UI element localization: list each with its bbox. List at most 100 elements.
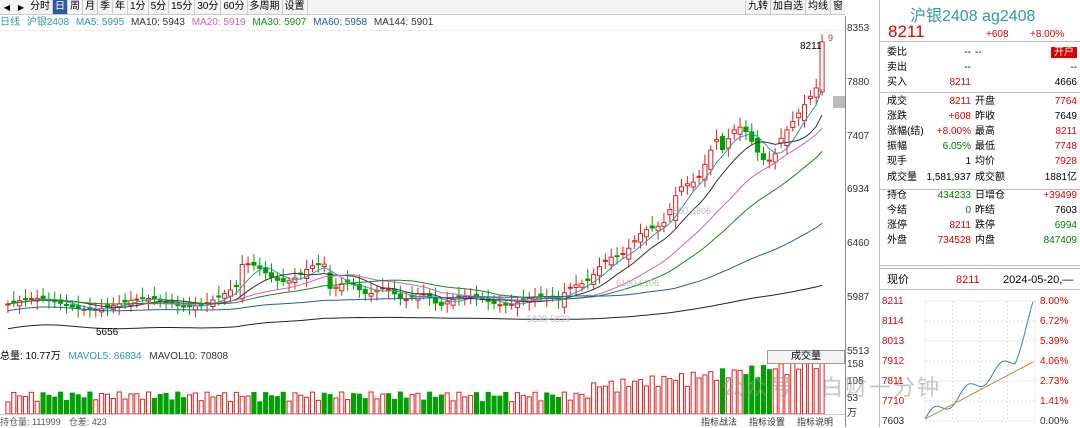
volume-bar <box>397 391 403 414</box>
period-tab[interactable]: 周 <box>68 0 83 14</box>
quote-label: 振幅 <box>887 141 907 153</box>
price-pct: +8.00% <box>1030 29 1065 40</box>
period-tab[interactable]: 15分 <box>169 0 196 14</box>
period-tab[interactable]: 5分 <box>149 0 170 14</box>
candle <box>280 277 286 283</box>
chart-footer: 持仓量: 111999 仓差: 423 指标战法 指标设置 指标说明 <box>0 414 845 427</box>
candle <box>257 265 263 269</box>
volume-bar <box>714 379 720 414</box>
y-tick: 7880 <box>847 77 870 88</box>
volume-bar <box>169 399 175 414</box>
indicator-button[interactable]: 指标设置 <box>748 417 785 427</box>
tool-button[interactable]: 窗 <box>830 0 845 14</box>
volume-bar <box>333 397 339 414</box>
quote-label: 成交量 <box>887 171 917 183</box>
candle <box>731 129 737 135</box>
period-tab[interactable]: 日 <box>53 0 68 14</box>
volume-bar <box>573 392 579 414</box>
candle <box>286 280 292 284</box>
indicator-button[interactable]: 指标说明 <box>796 417 833 427</box>
open-interest: 持仓量: 111999 <box>0 416 61 427</box>
volume-bar <box>251 391 257 414</box>
low-price-label: 5656 <box>96 327 119 338</box>
ma30-label: MA30: 5907 <box>252 17 307 28</box>
candle <box>181 305 187 308</box>
mavol10-label: MAVOL10: 70808 <box>149 351 229 362</box>
period-tab[interactable]: 设置 <box>283 0 308 14</box>
volume-bar <box>286 400 292 414</box>
period-tab[interactable]: 30分 <box>195 0 222 14</box>
quote-label: 最高 <box>975 126 995 137</box>
volume-bar <box>661 375 667 414</box>
range-label: 5838-5839 <box>527 314 570 324</box>
volume-bar <box>673 379 679 414</box>
volume-bar <box>304 396 310 414</box>
prev-arrow-icon[interactable]: ◀ <box>3 2 11 12</box>
candle <box>222 293 228 299</box>
volume-bar <box>5 401 11 414</box>
quote-value: 7748 <box>1054 141 1077 153</box>
quote-row: 委比 -- -- 开户 <box>880 46 1080 59</box>
volume-bar <box>157 393 163 414</box>
mini-pct-tick: 6.72% <box>1040 316 1068 327</box>
period-tab[interactable]: 分时 <box>28 0 53 14</box>
period-tab[interactable]: 年 <box>113 0 128 14</box>
candle <box>17 300 23 307</box>
period-tab[interactable]: 多周期 <box>248 0 283 14</box>
period-tab[interactable]: 1分 <box>128 0 149 14</box>
tool-button[interactable]: 九转 <box>745 0 770 14</box>
tool-button[interactable]: 加自选 <box>770 0 805 14</box>
volume-bar <box>327 394 333 414</box>
indicator-button[interactable]: 指标战法 <box>700 417 737 427</box>
period-tab[interactable]: 月 <box>83 0 98 14</box>
candle <box>719 136 726 151</box>
quote-value: +39499 <box>1043 189 1077 201</box>
volume-bar <box>655 385 661 414</box>
mini-pct-tick: 4.06% <box>1040 356 1068 367</box>
volume-bar <box>239 395 245 414</box>
volume-bar <box>374 398 380 414</box>
quote-label: 委比 <box>887 47 907 58</box>
ma30-line <box>7 151 823 305</box>
volume-bar <box>409 394 415 414</box>
period-tab[interactable]: 季 <box>98 0 113 14</box>
quote-value: 6.05% <box>942 141 971 153</box>
candle <box>573 284 579 288</box>
avg-line <box>924 361 1034 420</box>
volume-bar <box>181 397 187 414</box>
volume-bar <box>186 394 193 414</box>
volume-bar <box>362 398 368 414</box>
candle <box>509 303 515 306</box>
volume-bar <box>743 373 749 414</box>
ma5-label: MA5: 5995 <box>75 17 125 28</box>
candle <box>22 298 29 301</box>
symbol-label: 沪银2408 <box>26 17 70 28</box>
tool-button[interactable]: 均线 <box>805 0 830 14</box>
candle <box>450 298 456 306</box>
volume-bar <box>544 392 550 414</box>
volume-bar <box>643 385 649 414</box>
candle <box>667 209 673 216</box>
volume-bar <box>309 391 316 414</box>
intraday-chart[interactable]: 8211 8.00% 8114 6.72% 8013 5.39% 7912 4.06% 7811… <box>880 291 1080 427</box>
volume-bar <box>58 391 64 414</box>
candle <box>684 183 690 187</box>
period-tab[interactable]: 60分 <box>221 0 248 14</box>
quote-label: 涨跌 <box>887 110 907 122</box>
candle <box>122 299 128 303</box>
candle <box>602 259 608 262</box>
candle <box>397 293 403 299</box>
candlestick-chart[interactable]: 8211 9 5656 6500-6806 6160-6106 5838-5839 <box>0 30 845 348</box>
volume-bar <box>17 395 23 414</box>
indicator-dropdown[interactable]: 成交量 <box>767 350 845 364</box>
candle <box>702 163 708 181</box>
quote-label: 内盘 <box>975 235 995 247</box>
volume-bar <box>263 392 269 414</box>
volume-bar <box>75 394 81 414</box>
open-account-button[interactable]: 开户 <box>1051 47 1077 58</box>
candle <box>263 267 269 274</box>
volume-bar <box>473 392 480 414</box>
candle <box>239 263 245 300</box>
next-arrow-icon[interactable]: ▶ <box>17 2 25 12</box>
mini-y-tick: 7912 <box>882 356 905 367</box>
